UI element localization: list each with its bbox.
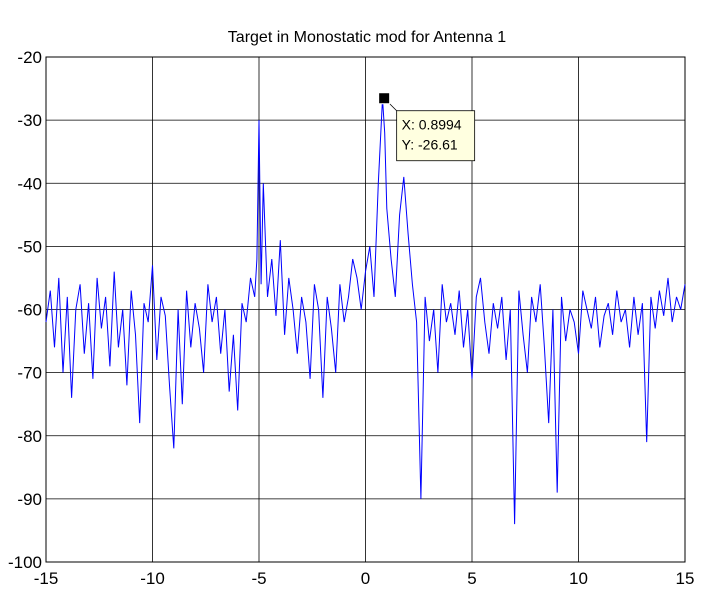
x-tick-label: 5 [467, 569, 476, 588]
axes-box [45, 56, 686, 563]
datatip-x-label: X: 0.8994 [402, 117, 462, 133]
y-tick-label: -30 [17, 111, 42, 130]
datatip-y-label: Y: -26.61 [402, 137, 458, 153]
y-tick-label: -90 [17, 490, 42, 509]
y-tick-label: -20 [17, 48, 42, 67]
y-tick-label: -60 [17, 301, 42, 320]
tick-labels: -15 -10 -5 0 5 10 15-20-30-40-50-60-70-80-90-1… [8, 48, 694, 588]
datatip-box [396, 110, 476, 162]
x-tick-label: -10 [140, 569, 165, 588]
datatip-marker[interactable] [378, 92, 391, 105]
x-tick-label: 15 [676, 569, 695, 588]
x-tick-label: 10 [569, 569, 588, 588]
datatip[interactable]: X: 0.8994 Y: -26.61 [378, 92, 476, 162]
y-tick-label: -80 [17, 427, 42, 446]
y-tick-label: -40 [17, 174, 42, 193]
x-tick-label: 0 [361, 569, 370, 588]
y-tick-label: -50 [17, 237, 42, 256]
grid-lines [45, 56, 686, 563]
chart-title: Target in Monostatic mod for Antenna 1 [228, 29, 506, 46]
y-tick-label: -100 [8, 553, 42, 572]
x-tick-label: -5 [251, 569, 266, 588]
x-tick-label: -15 [34, 569, 59, 588]
y-tick-label: -70 [17, 364, 42, 383]
signal-line [45, 98, 686, 525]
